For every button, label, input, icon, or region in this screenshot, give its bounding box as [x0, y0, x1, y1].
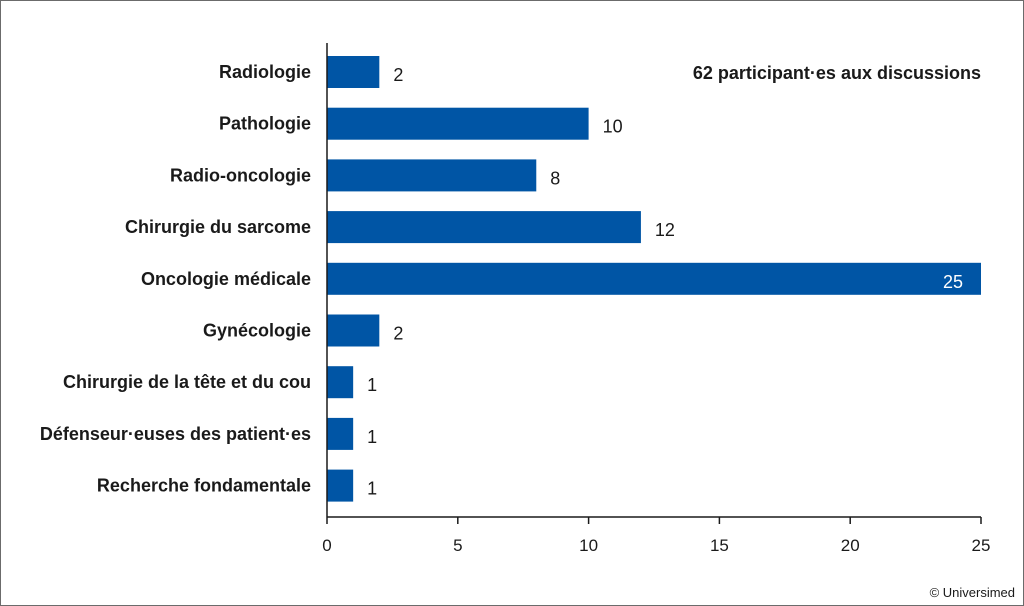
bar: [327, 262, 981, 295]
bar: [327, 211, 641, 244]
value-label: 8: [550, 168, 560, 188]
copyright-credit: © Universimed: [930, 585, 1015, 600]
x-tick-label: 20: [841, 536, 860, 555]
x-tick-label: 15: [710, 536, 729, 555]
value-label: 1: [367, 479, 377, 499]
category-label: Chirurgie du sarcome: [125, 217, 311, 237]
bars-layer: [327, 56, 981, 502]
x-tick-label: 25: [972, 536, 991, 555]
category-labels-layer: Radiologie Pathologie Radio-oncologie Chiru…: [40, 62, 311, 496]
category-label: Recherche fondamentale: [97, 476, 311, 496]
value-label: 2: [393, 65, 403, 85]
category-label: Radio-oncologie: [170, 165, 311, 185]
x-ticks-layer: 0 5 10 15 20 25: [322, 517, 990, 555]
bar: [327, 366, 354, 399]
bar: [327, 56, 380, 88]
category-label: Pathologie: [219, 114, 311, 134]
value-label: 1: [367, 375, 377, 395]
bar: [327, 469, 354, 502]
value-label: 25: [943, 272, 963, 292]
participants-annotation: 62 participant·es aux discussions: [693, 63, 981, 83]
bar: [327, 314, 380, 347]
category-label: Gynécologie: [203, 321, 311, 341]
x-tick-label: 0: [322, 536, 331, 555]
category-label: Radiologie: [219, 62, 311, 82]
category-label: Chirurgie de la tête et du cou: [63, 372, 311, 392]
x-tick-label: 10: [579, 536, 598, 555]
value-label: 2: [393, 324, 403, 344]
category-label: Oncologie médicale: [141, 269, 311, 289]
x-tick-label: 5: [453, 536, 462, 555]
bar: [327, 417, 354, 450]
value-label: 1: [367, 427, 377, 447]
bar: [327, 159, 537, 192]
category-label: Défenseur·euses des patient·es: [40, 424, 311, 444]
value-labels-layer: 2 10 8 12 25 2 1 1 1: [367, 65, 963, 499]
value-label: 10: [603, 117, 623, 137]
value-label: 12: [655, 220, 675, 240]
bar: [327, 107, 589, 140]
